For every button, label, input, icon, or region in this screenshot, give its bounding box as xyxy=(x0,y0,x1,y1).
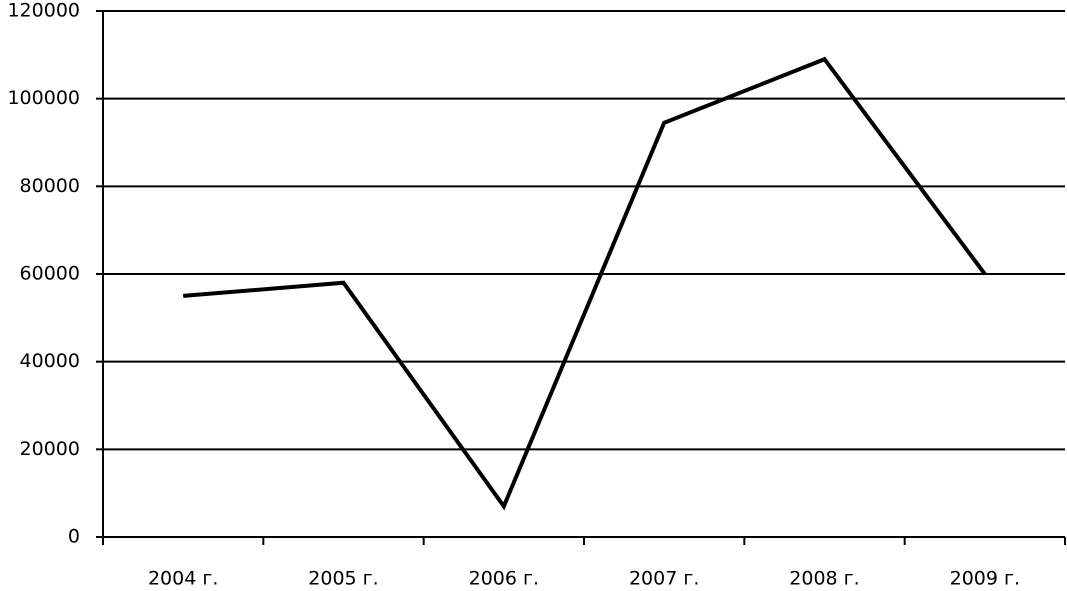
y-tick-label: 80000 xyxy=(20,175,80,197)
y-tick-label: 100000 xyxy=(7,87,80,109)
x-tick-label: 2005 г. xyxy=(308,568,378,590)
x-tick-label: 2004 г. xyxy=(148,568,218,590)
x-tick-label: 2009 г. xyxy=(950,568,1020,590)
y-tick-label: 40000 xyxy=(20,350,80,372)
x-tick-label: 2007 г. xyxy=(629,568,699,590)
y-tick-label: 20000 xyxy=(20,438,80,460)
x-tick-label: 2006 г. xyxy=(469,568,539,590)
y-tick-label: 0 xyxy=(68,526,80,548)
y-tick-label: 60000 xyxy=(20,263,80,285)
x-tick-label: 2008 г. xyxy=(789,568,859,590)
data-line xyxy=(183,56,987,511)
y-tick-label: 120000 xyxy=(7,0,80,22)
